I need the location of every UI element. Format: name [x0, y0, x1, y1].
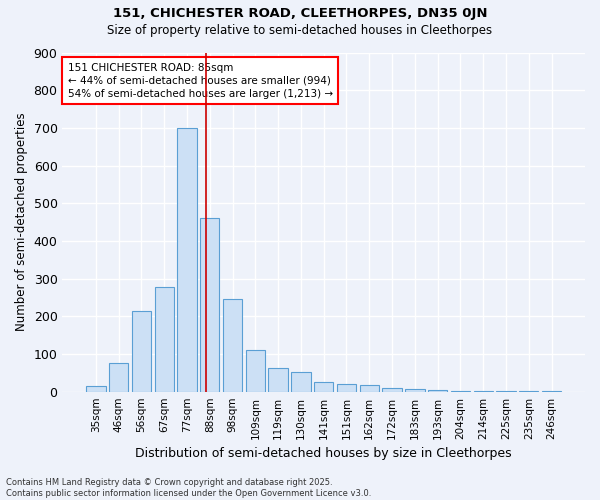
Bar: [245, 350, 265, 392]
Bar: [268, 368, 288, 392]
Bar: [359, 386, 379, 392]
X-axis label: Distribution of semi-detached houses by size in Cleethorpes: Distribution of semi-detached houses by …: [136, 447, 512, 460]
Bar: [178, 128, 197, 392]
Bar: [451, 390, 470, 392]
Bar: [405, 388, 425, 392]
Bar: [473, 391, 493, 392]
Bar: [155, 287, 174, 392]
Text: 151 CHICHESTER ROAD: 85sqm
← 44% of semi-detached houses are smaller (994)
54% o: 151 CHICHESTER ROAD: 85sqm ← 44% of semi…: [68, 62, 333, 99]
Text: Contains HM Land Registry data © Crown copyright and database right 2025.
Contai: Contains HM Land Registry data © Crown c…: [6, 478, 371, 498]
Bar: [223, 299, 242, 392]
Bar: [337, 384, 356, 392]
Bar: [86, 386, 106, 392]
Text: 151, CHICHESTER ROAD, CLEETHORPES, DN35 0JN: 151, CHICHESTER ROAD, CLEETHORPES, DN35 …: [113, 8, 487, 20]
Bar: [382, 388, 402, 392]
Bar: [428, 390, 448, 392]
Bar: [132, 310, 151, 392]
Text: Size of property relative to semi-detached houses in Cleethorpes: Size of property relative to semi-detach…: [107, 24, 493, 37]
Y-axis label: Number of semi-detached properties: Number of semi-detached properties: [15, 113, 28, 332]
Bar: [109, 364, 128, 392]
Bar: [200, 218, 220, 392]
Bar: [314, 382, 334, 392]
Bar: [291, 372, 311, 392]
